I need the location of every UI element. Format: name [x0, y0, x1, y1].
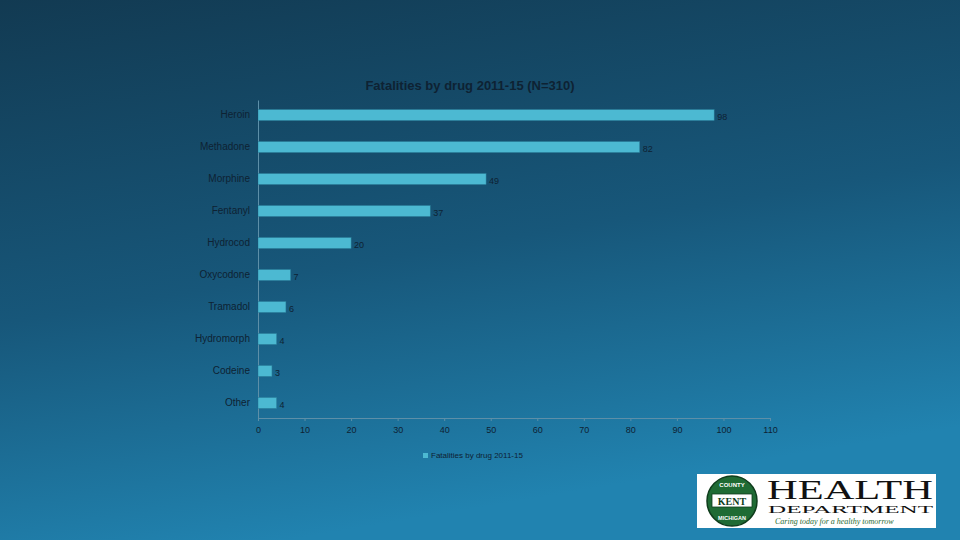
x-tick: 100 — [716, 418, 731, 435]
legend-label: Fatalities by drug 2011-15 — [431, 451, 523, 460]
data-label: 98 — [717, 112, 727, 122]
data-label: 37 — [433, 208, 443, 218]
bar — [258, 334, 277, 345]
x-tick-mark — [351, 418, 352, 421]
x-tick-mark — [444, 418, 445, 421]
y-tick-label: Tramadol — [208, 301, 250, 312]
logo-seal — [707, 476, 757, 526]
x-tick-mark — [398, 418, 399, 421]
x-tick: 30 — [393, 418, 403, 435]
data-label: 6 — [289, 304, 294, 314]
bar — [258, 270, 291, 281]
x-tick: 80 — [626, 418, 636, 435]
x-tick-label: 10 — [300, 425, 310, 435]
y-tick-label: Other — [225, 397, 251, 408]
x-tick: 90 — [672, 418, 682, 435]
x-tick: 60 — [533, 418, 543, 435]
x-tick-label: 30 — [393, 425, 403, 435]
x-tick-mark — [537, 418, 538, 421]
bar — [258, 206, 430, 217]
x-tick-label: 40 — [440, 425, 450, 435]
x-tick-label: 70 — [579, 425, 589, 435]
data-label: 7 — [294, 272, 299, 282]
y-tick-label: Fentanyl — [212, 205, 250, 216]
x-tick: 50 — [486, 418, 496, 435]
x-tick-label: 110 — [763, 425, 777, 435]
y-tick: Tramadol — [208, 301, 258, 312]
x-tick-mark — [491, 418, 492, 421]
y-tick-label: Morphine — [208, 173, 250, 184]
data-labels: 98 82 49 37 20 7 6 4 3 4 — [275, 112, 727, 410]
x-tick-mark — [584, 418, 585, 421]
y-axis: Heroin Methadone Morphine Fentanyl Hydrocod O… — [195, 101, 259, 419]
y-tick: Fentanyl — [212, 205, 258, 216]
logo-box — [697, 474, 936, 528]
x-axis: 0 10 20 30 40 50 60 70 80 90 100 110 — [256, 418, 778, 435]
y-tick: Oxycodone — [199, 269, 258, 280]
x-tick-mark — [770, 418, 771, 421]
y-tick-label: Hydrocod — [207, 237, 250, 248]
x-tick-label: 50 — [486, 425, 496, 435]
legend: Fatalities by drug 2011-15 — [423, 451, 523, 460]
bar — [258, 142, 640, 153]
bar — [258, 398, 277, 409]
logo-text: KENT — [718, 496, 747, 507]
logo-text: HEALTH — [767, 475, 933, 505]
x-tick: 40 — [440, 418, 450, 435]
x-tick-label: 100 — [716, 425, 731, 435]
bar — [258, 110, 714, 121]
y-tick: Hydrocod — [207, 237, 258, 248]
chart: Fatalities by drug 2011-15 (N=310) 0 10 20 3… — [0, 0, 960, 540]
data-label: 49 — [489, 176, 499, 186]
y-tick-label: Hydromorph — [195, 333, 250, 344]
logo: COUNTY KENT MICHIGAN HEALTHDEPARTMENT Caring… — [697, 474, 936, 528]
x-tick: 0 — [256, 418, 261, 435]
data-label: 20 — [354, 240, 364, 250]
logo-text: MICHIGAN — [718, 515, 746, 521]
bar — [258, 174, 486, 185]
bar — [258, 302, 286, 313]
y-tick: Hydromorph — [195, 333, 258, 344]
x-tick: 110 — [763, 418, 777, 435]
bar — [258, 238, 351, 249]
y-tick: Other — [225, 397, 258, 408]
logo-text: Caring today for a healthy tomorrow — [775, 517, 894, 526]
x-tick-label: 20 — [347, 425, 357, 435]
y-tick-label: Heroin — [221, 109, 250, 120]
data-label: 3 — [275, 368, 280, 378]
x-tick-mark — [630, 418, 631, 421]
x-tick-label: 0 — [256, 425, 261, 435]
y-tick: Morphine — [208, 173, 258, 184]
data-label: 4 — [280, 336, 285, 346]
bars — [258, 110, 714, 409]
y-tick: Heroin — [221, 109, 258, 120]
data-label: 4 — [280, 400, 285, 410]
x-tick-mark — [677, 418, 678, 421]
legend-swatch — [423, 453, 428, 458]
logo-text: COUNTY — [719, 482, 744, 488]
y-tick-label: Methadone — [200, 141, 250, 152]
y-tick-label: Codeine — [213, 365, 251, 376]
x-tick-label: 60 — [533, 425, 543, 435]
x-tick: 20 — [347, 418, 357, 435]
y-tick: Codeine — [213, 365, 258, 376]
x-tick: 10 — [300, 418, 310, 435]
x-tick-mark — [305, 418, 306, 421]
x-tick-label: 80 — [626, 425, 636, 435]
y-tick: Methadone — [200, 141, 258, 152]
x-axis-line — [259, 418, 771, 419]
logo-band — [712, 494, 752, 507]
x-tick-mark — [723, 418, 724, 421]
title: Fatalities by drug 2011-15 (N=310) — [365, 78, 574, 93]
background — [0, 0, 960, 540]
y-tick-label: Oxycodone — [199, 269, 250, 280]
x-tick: 70 — [579, 418, 589, 435]
data-label: 82 — [643, 144, 653, 154]
bar — [258, 366, 272, 377]
logo-text: DEPARTMENT — [768, 503, 934, 515]
x-tick-label: 90 — [672, 425, 682, 435]
